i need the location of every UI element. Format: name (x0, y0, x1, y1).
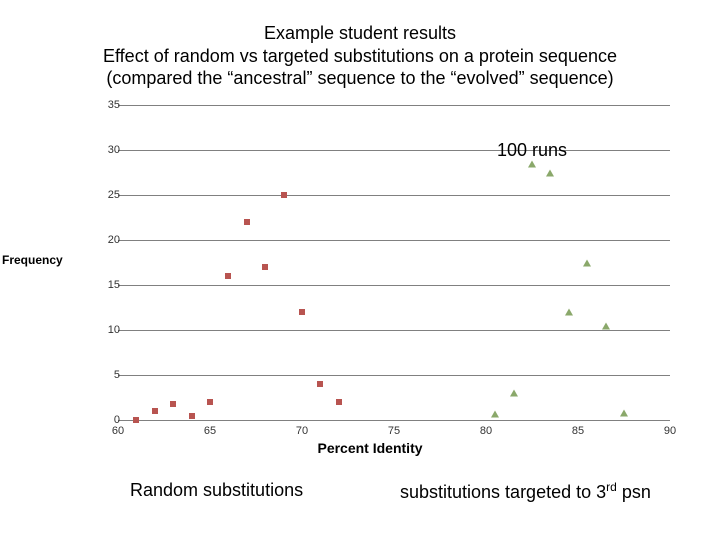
y-tick-label: 20 (80, 234, 120, 246)
gridline (118, 240, 670, 241)
x-tick-label: 85 (572, 425, 584, 437)
title-line-1: Example student results (0, 22, 720, 45)
title-line-2: Effect of random vs targeted substitutio… (0, 45, 720, 68)
data-point (528, 160, 536, 167)
data-point (510, 390, 518, 397)
data-point (133, 417, 139, 423)
legend-targeted: substitutions targeted to 3rd psn (400, 480, 651, 503)
y-tick-label: 5 (80, 369, 120, 381)
data-point (565, 309, 573, 316)
y-tick-label: 35 (80, 99, 120, 111)
gridline (118, 330, 670, 331)
data-point (299, 309, 305, 315)
data-point (491, 410, 499, 417)
gridline (118, 420, 670, 421)
legend-random: Random substitutions (130, 480, 303, 501)
gridline (118, 375, 670, 376)
x-tick-label: 75 (388, 425, 400, 437)
annotation-100-runs: 100 runs (497, 140, 567, 161)
x-axis-label: Percent Identity (60, 440, 680, 456)
data-point (583, 259, 591, 266)
y-tick-label: 25 (80, 189, 120, 201)
chart-title-block: Example student results Effect of random… (0, 0, 720, 90)
title-line-3: (compared the “ancestral” sequence to th… (0, 67, 720, 90)
x-tick-label: 70 (296, 425, 308, 437)
data-point (317, 381, 323, 387)
data-point (281, 192, 287, 198)
x-tick-label: 65 (204, 425, 216, 437)
data-point (207, 399, 213, 405)
x-tick-label: 60 (112, 425, 124, 437)
data-point (546, 169, 554, 176)
data-point (225, 273, 231, 279)
plot-area: 100 runs (118, 105, 670, 420)
data-point (244, 219, 250, 225)
data-point (170, 401, 176, 407)
y-tick-label: 15 (80, 279, 120, 291)
data-point (336, 399, 342, 405)
y-axis-label: Frequency (2, 253, 63, 267)
gridline (118, 105, 670, 106)
scatter-chart: Frequency 100 runs Percent Identity 0510… (60, 105, 680, 445)
gridline (118, 150, 670, 151)
gridline (118, 195, 670, 196)
data-point (152, 408, 158, 414)
x-tick-label: 80 (480, 425, 492, 437)
gridline (118, 285, 670, 286)
data-point (189, 413, 195, 419)
x-tick-label: 90 (664, 425, 676, 437)
data-point (262, 264, 268, 270)
data-point (620, 409, 628, 416)
data-point (602, 322, 610, 329)
y-tick-label: 30 (80, 144, 120, 156)
y-tick-label: 10 (80, 324, 120, 336)
